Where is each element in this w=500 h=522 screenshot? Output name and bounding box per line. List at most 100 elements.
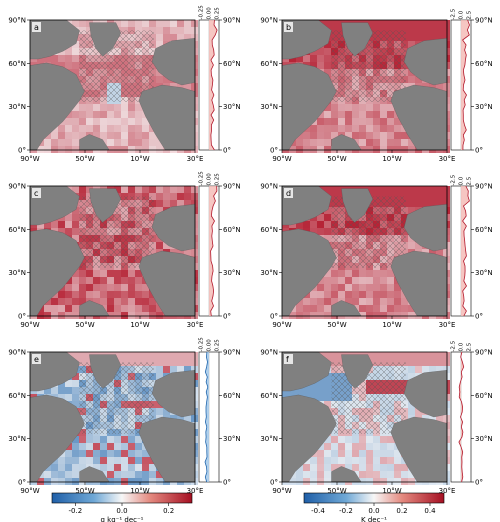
field-cell [401, 146, 408, 153]
field-cell [352, 298, 359, 305]
field-cell [156, 207, 163, 214]
field-cell [422, 193, 429, 200]
field-cell [352, 118, 359, 125]
field-cell [65, 450, 72, 457]
x-tick-label: 90°W [272, 155, 291, 163]
field-cell [443, 415, 450, 422]
field-cell [184, 27, 191, 34]
field-cell [436, 359, 443, 366]
field-cell [422, 186, 429, 193]
y-tick-label: 90°N [8, 349, 26, 357]
field-cell [345, 125, 352, 132]
panel-label: c [34, 189, 38, 198]
field-cell [128, 20, 135, 27]
map-frame [281, 185, 448, 317]
field-cell [135, 118, 142, 125]
field-cell [51, 139, 58, 146]
field-cell [429, 415, 436, 422]
field-cell [107, 436, 114, 443]
field-cell [387, 352, 394, 359]
field-cell [380, 132, 387, 139]
land-mass [341, 22, 373, 57]
field-cell [401, 139, 408, 146]
field-cell [72, 394, 79, 401]
field-cell [443, 359, 450, 366]
land-mass [403, 370, 448, 418]
field-cell [443, 20, 450, 27]
panel-f: f 0° 30°N 60°N 90°N 90°W 50°W 10°W 30°E -2.5 0.0 2.… [260, 340, 492, 495]
right-y-tick-label: 30°N [223, 269, 241, 277]
field-cell [324, 478, 331, 485]
right-y-tick-label: 30°N [223, 435, 241, 443]
field-cell [72, 471, 79, 478]
panel-label-box [284, 354, 293, 364]
field-cell [359, 284, 366, 291]
field-cell [324, 450, 331, 457]
field-cell [65, 139, 72, 146]
field-cell [338, 125, 345, 132]
field-cell [128, 457, 135, 464]
field-cell [65, 387, 72, 394]
field-cell [436, 200, 443, 207]
field-cell [401, 464, 408, 471]
field-cell [366, 186, 373, 193]
field-cell [149, 312, 156, 319]
profile-tick-label: 0.00 [207, 173, 213, 186]
field-cell [65, 471, 72, 478]
field-cell [408, 20, 415, 27]
profile-tick-label: -0.25 [199, 337, 205, 352]
field-cell [310, 387, 317, 394]
field-cell [380, 471, 387, 478]
field-cell [289, 478, 296, 485]
field-cell [44, 312, 51, 319]
field-cell [65, 228, 72, 235]
right-y-tick-label: 90°N [475, 183, 493, 191]
field-cell [58, 312, 65, 319]
field-cell [135, 450, 142, 457]
field-cell [324, 270, 331, 277]
field-cell [135, 457, 142, 464]
field-cell [303, 132, 310, 139]
right-y-tick-label: 30°N [223, 103, 241, 111]
field-cell [93, 298, 100, 305]
land-mass [341, 188, 373, 223]
field-cell [366, 111, 373, 118]
field-cell [51, 387, 58, 394]
field-cell [177, 415, 184, 422]
field-cell [380, 125, 387, 132]
field-cell [324, 146, 331, 153]
field-cell [436, 83, 443, 90]
field-cell [142, 125, 149, 132]
field-cell [142, 298, 149, 305]
field-cell [429, 27, 436, 34]
field-cell [142, 139, 149, 146]
field-cell [373, 270, 380, 277]
field-cell [380, 284, 387, 291]
colorbar-tick-label: 0.2 [163, 507, 174, 515]
field-cell [394, 125, 401, 132]
y-tick-label: 60°N [8, 60, 26, 68]
field-cell [79, 111, 86, 118]
field-cell [149, 464, 156, 471]
field-cell [114, 471, 121, 478]
field-cell [79, 186, 86, 193]
field-cell [380, 478, 387, 485]
field-cell [149, 186, 156, 193]
field-cell [401, 298, 408, 305]
field-cell [387, 291, 394, 298]
field-cell [338, 111, 345, 118]
field-cell [100, 277, 107, 284]
field-cell [394, 291, 401, 298]
field-cell [163, 242, 170, 249]
panel-label: f [286, 355, 289, 364]
profile-tick-label: 0.0 [459, 10, 465, 19]
field-cell [408, 139, 415, 146]
field-cell [156, 193, 163, 200]
field-cell [331, 457, 338, 464]
field-cell [422, 352, 429, 359]
field-cell [380, 305, 387, 312]
field-cell [380, 146, 387, 153]
field-cell [121, 464, 128, 471]
field-cell [142, 118, 149, 125]
field-cell [65, 457, 72, 464]
